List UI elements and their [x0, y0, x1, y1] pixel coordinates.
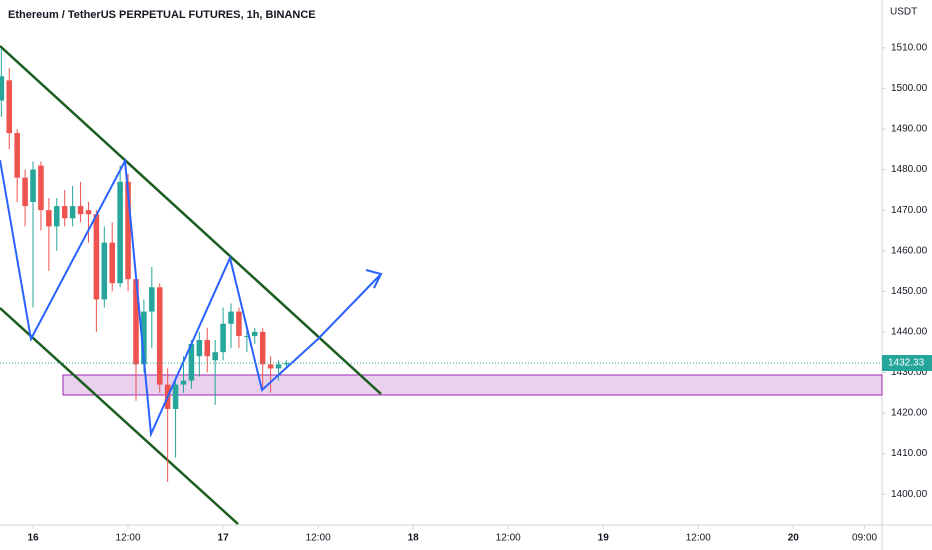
candle-body: [6, 80, 13, 134]
y-tick-label: 1510.00: [891, 43, 928, 54]
channel-top: [0, 45, 382, 395]
y-tick-label: 1420.00: [891, 408, 928, 419]
candle-body: [228, 311, 234, 324]
candle-body: [14, 133, 20, 178]
y-axis-label: USDT: [890, 7, 917, 18]
candle-body: [149, 287, 155, 312]
candle-body: [38, 165, 44, 211]
last-price-label: 1432.33: [888, 358, 925, 369]
x-tick-label: 16: [27, 533, 39, 544]
x-tick-label: 18: [408, 533, 420, 544]
candle-body: [141, 311, 147, 365]
last-price-box: [882, 354, 932, 371]
candle-body: [101, 242, 108, 300]
candles: [0, 47, 290, 482]
candle-body: [30, 169, 36, 203]
candle-body: [236, 311, 242, 336]
x-tick-label: 19: [598, 533, 610, 544]
candle-body: [259, 331, 266, 365]
y-tick-label: 1490.00: [891, 124, 928, 135]
y-tick-label: 1410.00: [891, 448, 928, 459]
arrow-head: [365, 269, 383, 289]
x-tick-label: 12:00: [116, 533, 141, 544]
candle-body: [220, 323, 226, 353]
candle-body: [69, 206, 76, 219]
x-tick-label: 17: [218, 533, 230, 544]
candle-body: [109, 242, 115, 284]
candle-body: [133, 279, 139, 365]
candle-body: [46, 210, 52, 227]
channel-bottom: [0, 307, 239, 525]
x-tick-label: 12:00: [306, 533, 331, 544]
candle-body: [156, 287, 163, 385]
candle-body: [275, 364, 282, 369]
candle-body: [172, 384, 179, 409]
chart-title: Ethereum / TetherUS PERPETUAL FUTURES, 1…: [8, 9, 316, 21]
candle-body: [196, 339, 203, 357]
candle-body: [204, 339, 211, 357]
y-tick-label: 1470.00: [891, 205, 928, 216]
x-tick-label: 09:00: [852, 533, 877, 544]
candle-body: [267, 364, 274, 369]
y-tick-label: 1480.00: [891, 164, 928, 175]
candle-body: [283, 362, 290, 365]
y-tick-label: 1460.00: [891, 245, 928, 256]
candle-body: [212, 352, 218, 361]
candle-body: [125, 181, 131, 280]
candle-body: [77, 206, 84, 215]
support-zone: [62, 374, 883, 396]
candle-body: [244, 335, 250, 337]
candle-body: [117, 181, 123, 284]
candle-body: [188, 344, 195, 381]
y-tick-label: 1400.00: [891, 489, 928, 500]
y-tick-label: 1500.00: [891, 83, 928, 94]
candle-body: [93, 214, 100, 300]
candle-body: [0, 76, 5, 101]
x-tick-label: 20: [788, 533, 800, 544]
candle-body: [54, 206, 60, 227]
plot-area: [0, 45, 883, 525]
x-tick-label: 12:00: [686, 533, 711, 544]
candle-body: [252, 331, 258, 336]
y-tick-label: 1440.00: [891, 327, 928, 338]
y-tick-label: 1450.00: [891, 286, 928, 297]
candle-body: [61, 206, 68, 219]
candle-body: [180, 380, 187, 385]
wave-pattern: [0, 157, 382, 438]
candle-body: [85, 210, 92, 215]
x-tick-label: 12:00: [496, 533, 521, 544]
y-tick-label: 1430.00: [891, 367, 928, 378]
candle-body: [22, 177, 28, 207]
